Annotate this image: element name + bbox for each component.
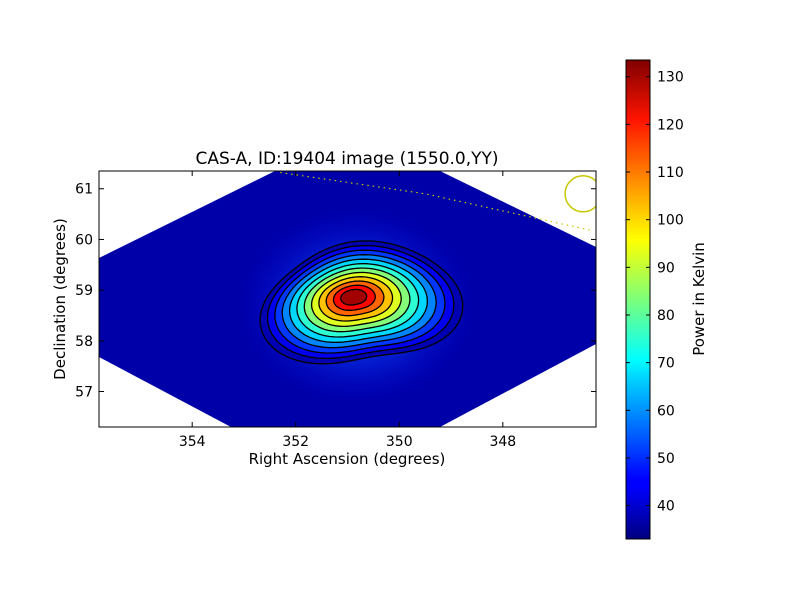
colorbar-tick-label: 120 [657,117,684,133]
heat-level [340,289,367,305]
x-tick-label: 350 [386,434,413,450]
y-axis: 57 58 59 60 61 [75,182,596,401]
y-axis-label: Declination (degrees) [51,218,69,380]
x-axis: 354 352 350 348 [179,171,516,450]
colorbar-tick-label: 110 [657,165,684,181]
colorbar-tick-label: 130 [657,70,684,86]
x-tick-label: 352 [282,434,309,450]
contour-line [296,263,420,338]
contour-line [310,271,402,328]
colorbar-tick-label: 90 [657,260,675,276]
contour-layer [259,240,464,365]
contour-line [325,280,385,317]
contour-line [303,267,411,333]
x-axis-label: Right Ascension (degrees) [249,450,446,468]
contour-line [318,276,394,322]
y-tick-label: 61 [75,182,93,198]
contour-line [332,284,376,311]
contour-line [340,288,368,306]
x-tick-label: 348 [489,434,516,450]
contour-line [281,254,437,349]
y-tick-label: 59 [75,283,93,299]
contour-line [266,244,455,360]
plot-frame [98,170,597,428]
plot-area [99,171,596,427]
colorbar-tick-label: 100 [657,213,684,229]
contour-line [274,249,446,354]
contour-line [288,258,429,343]
y-tick-label: 58 [75,334,93,350]
colorbar-tick-label: 50 [657,451,675,467]
chart-title: CAS-A, ID:19404 image (1550.0,YY) [195,149,498,169]
colorbar-tick-label: 80 [657,308,675,324]
x-tick-label: 354 [179,434,206,450]
colorbar-tick-label: 70 [657,356,675,372]
heatmap-layer [236,206,477,407]
colorbar-tick-label: 60 [657,403,675,419]
beam-marker [564,175,596,213]
y-tick-label: 57 [75,385,93,401]
y-tick-label: 60 [75,232,93,248]
colorbar-label: Power in Kelvin [690,242,708,356]
colorbar-ticks: 40 50 60 70 80 90 100 110 120 130 [626,70,684,515]
colorbar [625,59,651,540]
contour-line [259,240,464,365]
colorbar-tick-label: 40 [657,499,675,515]
